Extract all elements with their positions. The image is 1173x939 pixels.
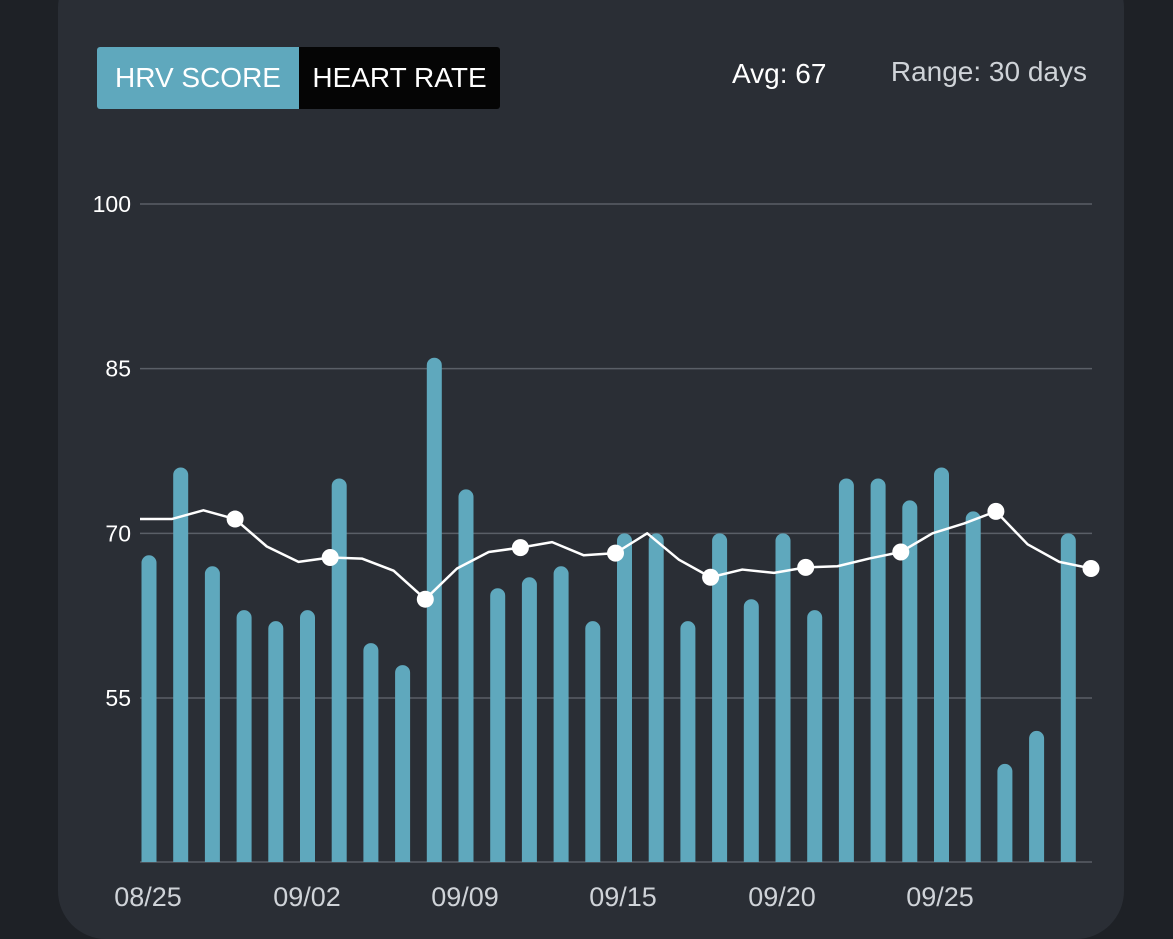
trend-point-21[interactable] bbox=[797, 558, 815, 576]
trend-point-18[interactable] bbox=[702, 568, 720, 586]
bar-15[interactable] bbox=[617, 533, 632, 862]
x-tick-label-08-25: 08/25 bbox=[114, 882, 182, 912]
trend-point-6[interactable] bbox=[321, 548, 339, 566]
bar-23[interactable] bbox=[870, 478, 886, 862]
bar-27[interactable] bbox=[997, 763, 1013, 862]
bar-12[interactable] bbox=[521, 577, 537, 862]
trend-point-9[interactable] bbox=[416, 590, 434, 608]
bar-26[interactable] bbox=[965, 511, 981, 862]
bar-24[interactable] bbox=[902, 500, 918, 862]
average-value: Avg: 67 bbox=[732, 58, 827, 89]
bar-19[interactable] bbox=[743, 599, 759, 862]
tab-hrv-score[interactable]: HRV SCORE bbox=[97, 47, 299, 109]
x-tick-label-09-25: 09/25 bbox=[906, 882, 974, 912]
bar-8[interactable] bbox=[395, 665, 411, 862]
trend-point-27[interactable] bbox=[987, 502, 1005, 520]
x-tick-label-09-20: 09/20 bbox=[748, 882, 816, 912]
bar-2[interactable] bbox=[204, 566, 220, 862]
bar-16[interactable] bbox=[648, 533, 664, 862]
range-label: Range: 30 days bbox=[890, 56, 1087, 87]
bar-29[interactable] bbox=[1060, 533, 1076, 862]
x-tick-label-09-09: 09/09 bbox=[431, 882, 499, 912]
trend-point-24[interactable] bbox=[892, 543, 910, 561]
bar-1[interactable] bbox=[173, 467, 189, 862]
bar-28[interactable] bbox=[1029, 730, 1045, 862]
bar-11[interactable] bbox=[490, 588, 506, 862]
y-tick-label-100: 100 bbox=[93, 191, 131, 217]
x-tick-label-09-15: 09/15 bbox=[589, 882, 657, 912]
bar-4[interactable] bbox=[268, 621, 284, 862]
bar-25[interactable] bbox=[934, 467, 949, 862]
tab-heart-rate[interactable]: HEART RATE bbox=[299, 47, 500, 109]
trend-point-12[interactable] bbox=[511, 539, 529, 557]
bar-14[interactable] bbox=[585, 621, 601, 862]
trend-point-3[interactable] bbox=[226, 510, 244, 528]
y-tick-label-70: 70 bbox=[105, 520, 131, 546]
bar-0[interactable] bbox=[141, 555, 157, 862]
bar-6[interactable] bbox=[331, 478, 347, 862]
bar-18[interactable] bbox=[712, 533, 728, 862]
bar-7[interactable] bbox=[363, 643, 379, 862]
bar-22[interactable] bbox=[838, 478, 854, 862]
trend-point-15[interactable] bbox=[607, 544, 624, 562]
bar-17[interactable] bbox=[680, 621, 696, 862]
bar-20[interactable] bbox=[775, 533, 791, 862]
trend-point-30[interactable] bbox=[1082, 559, 1100, 577]
bar-13[interactable] bbox=[553, 566, 569, 862]
bar-5[interactable] bbox=[300, 610, 315, 862]
bar-3[interactable] bbox=[236, 610, 252, 862]
metric-toggle: HRV SCORE HEART RATE bbox=[97, 47, 500, 109]
bar-21[interactable] bbox=[807, 610, 823, 862]
x-tick-label-09-02: 09/02 bbox=[273, 882, 341, 912]
y-tick-label-55: 55 bbox=[105, 685, 131, 711]
bar-10[interactable] bbox=[458, 489, 474, 862]
bar-9[interactable] bbox=[426, 357, 442, 862]
y-tick-label-85: 85 bbox=[105, 356, 131, 382]
